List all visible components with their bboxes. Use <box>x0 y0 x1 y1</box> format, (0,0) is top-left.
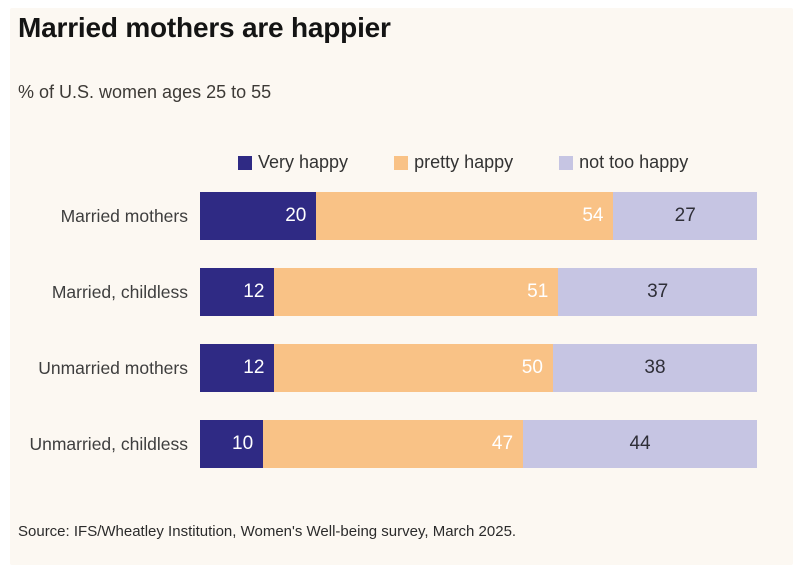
chart-row: Married, childless 12 51 37 <box>0 268 800 316</box>
category-label: Married mothers <box>60 205 188 226</box>
stacked-bar: 10 47 44 <box>200 420 757 468</box>
chart-row: Unmarried, childless 10 47 44 <box>0 420 800 468</box>
bar-segment: 37 <box>558 268 757 316</box>
bar-value-label: 20 <box>285 205 307 226</box>
bar-segment: 12 <box>200 344 275 392</box>
bar-value-label: 50 <box>521 357 543 378</box>
chart-title: Married mothers are happier <box>18 12 391 43</box>
bar-value-label: 51 <box>527 281 549 302</box>
stacked-bar: 12 50 38 <box>200 344 757 392</box>
stacked-bar: 20 54 27 <box>200 192 757 240</box>
stacked-bar: 12 51 37 <box>200 268 757 316</box>
legend-label: pretty happy <box>414 152 514 172</box>
chart-row: Unmarried mothers 12 50 38 <box>0 344 800 392</box>
legend-label: not too happy <box>579 152 689 172</box>
bar-segment: 44 <box>523 420 757 468</box>
chart-subtitle: % of U.S. women ages 25 to 55 <box>18 82 272 102</box>
bar-value-label: 38 <box>644 357 666 378</box>
bar-value-label: 27 <box>674 205 696 226</box>
bar-segment: 12 <box>200 268 275 316</box>
bar-value-label: 12 <box>243 281 265 302</box>
bar-value-label: 12 <box>243 357 265 378</box>
legend: Very happy pretty happy not too happy <box>238 152 688 173</box>
category-label: Married, childless <box>51 281 188 302</box>
category-label: Unmarried mothers <box>38 357 188 378</box>
legend-swatch-icon <box>394 155 409 170</box>
source-note: Source: IFS/Wheatley Institution, Women'… <box>18 523 517 540</box>
legend-item: Very happy <box>238 152 348 173</box>
bar-value-label: 54 <box>582 205 604 226</box>
bar-segment: 51 <box>274 268 559 316</box>
bar-value-label: 10 <box>232 433 254 454</box>
bar-value-label: 44 <box>629 433 651 454</box>
bar-value-label: 37 <box>647 281 669 302</box>
bar-segment: 50 <box>274 344 553 392</box>
legend-item: not too happy <box>559 152 688 173</box>
legend-swatch-icon <box>238 155 252 170</box>
chart-row: Married mothers 20 54 27 <box>0 192 800 240</box>
category-label: Unmarried, childless <box>29 433 188 454</box>
bar-segment: 47 <box>263 420 524 468</box>
chart-rows: Married mothers 20 54 27 Married, childless 1… <box>0 192 800 496</box>
bar-segment: 38 <box>552 344 757 392</box>
legend-item: pretty happy <box>394 152 513 173</box>
legend-label: Very happy <box>258 152 349 172</box>
bar-value-label: 47 <box>491 433 514 454</box>
bar-segment: 20 <box>200 192 317 240</box>
bar-segment: 10 <box>200 420 264 468</box>
legend-swatch-icon <box>559 155 574 170</box>
bar-segment: 27 <box>613 192 757 240</box>
bar-segment: 54 <box>316 192 614 240</box>
